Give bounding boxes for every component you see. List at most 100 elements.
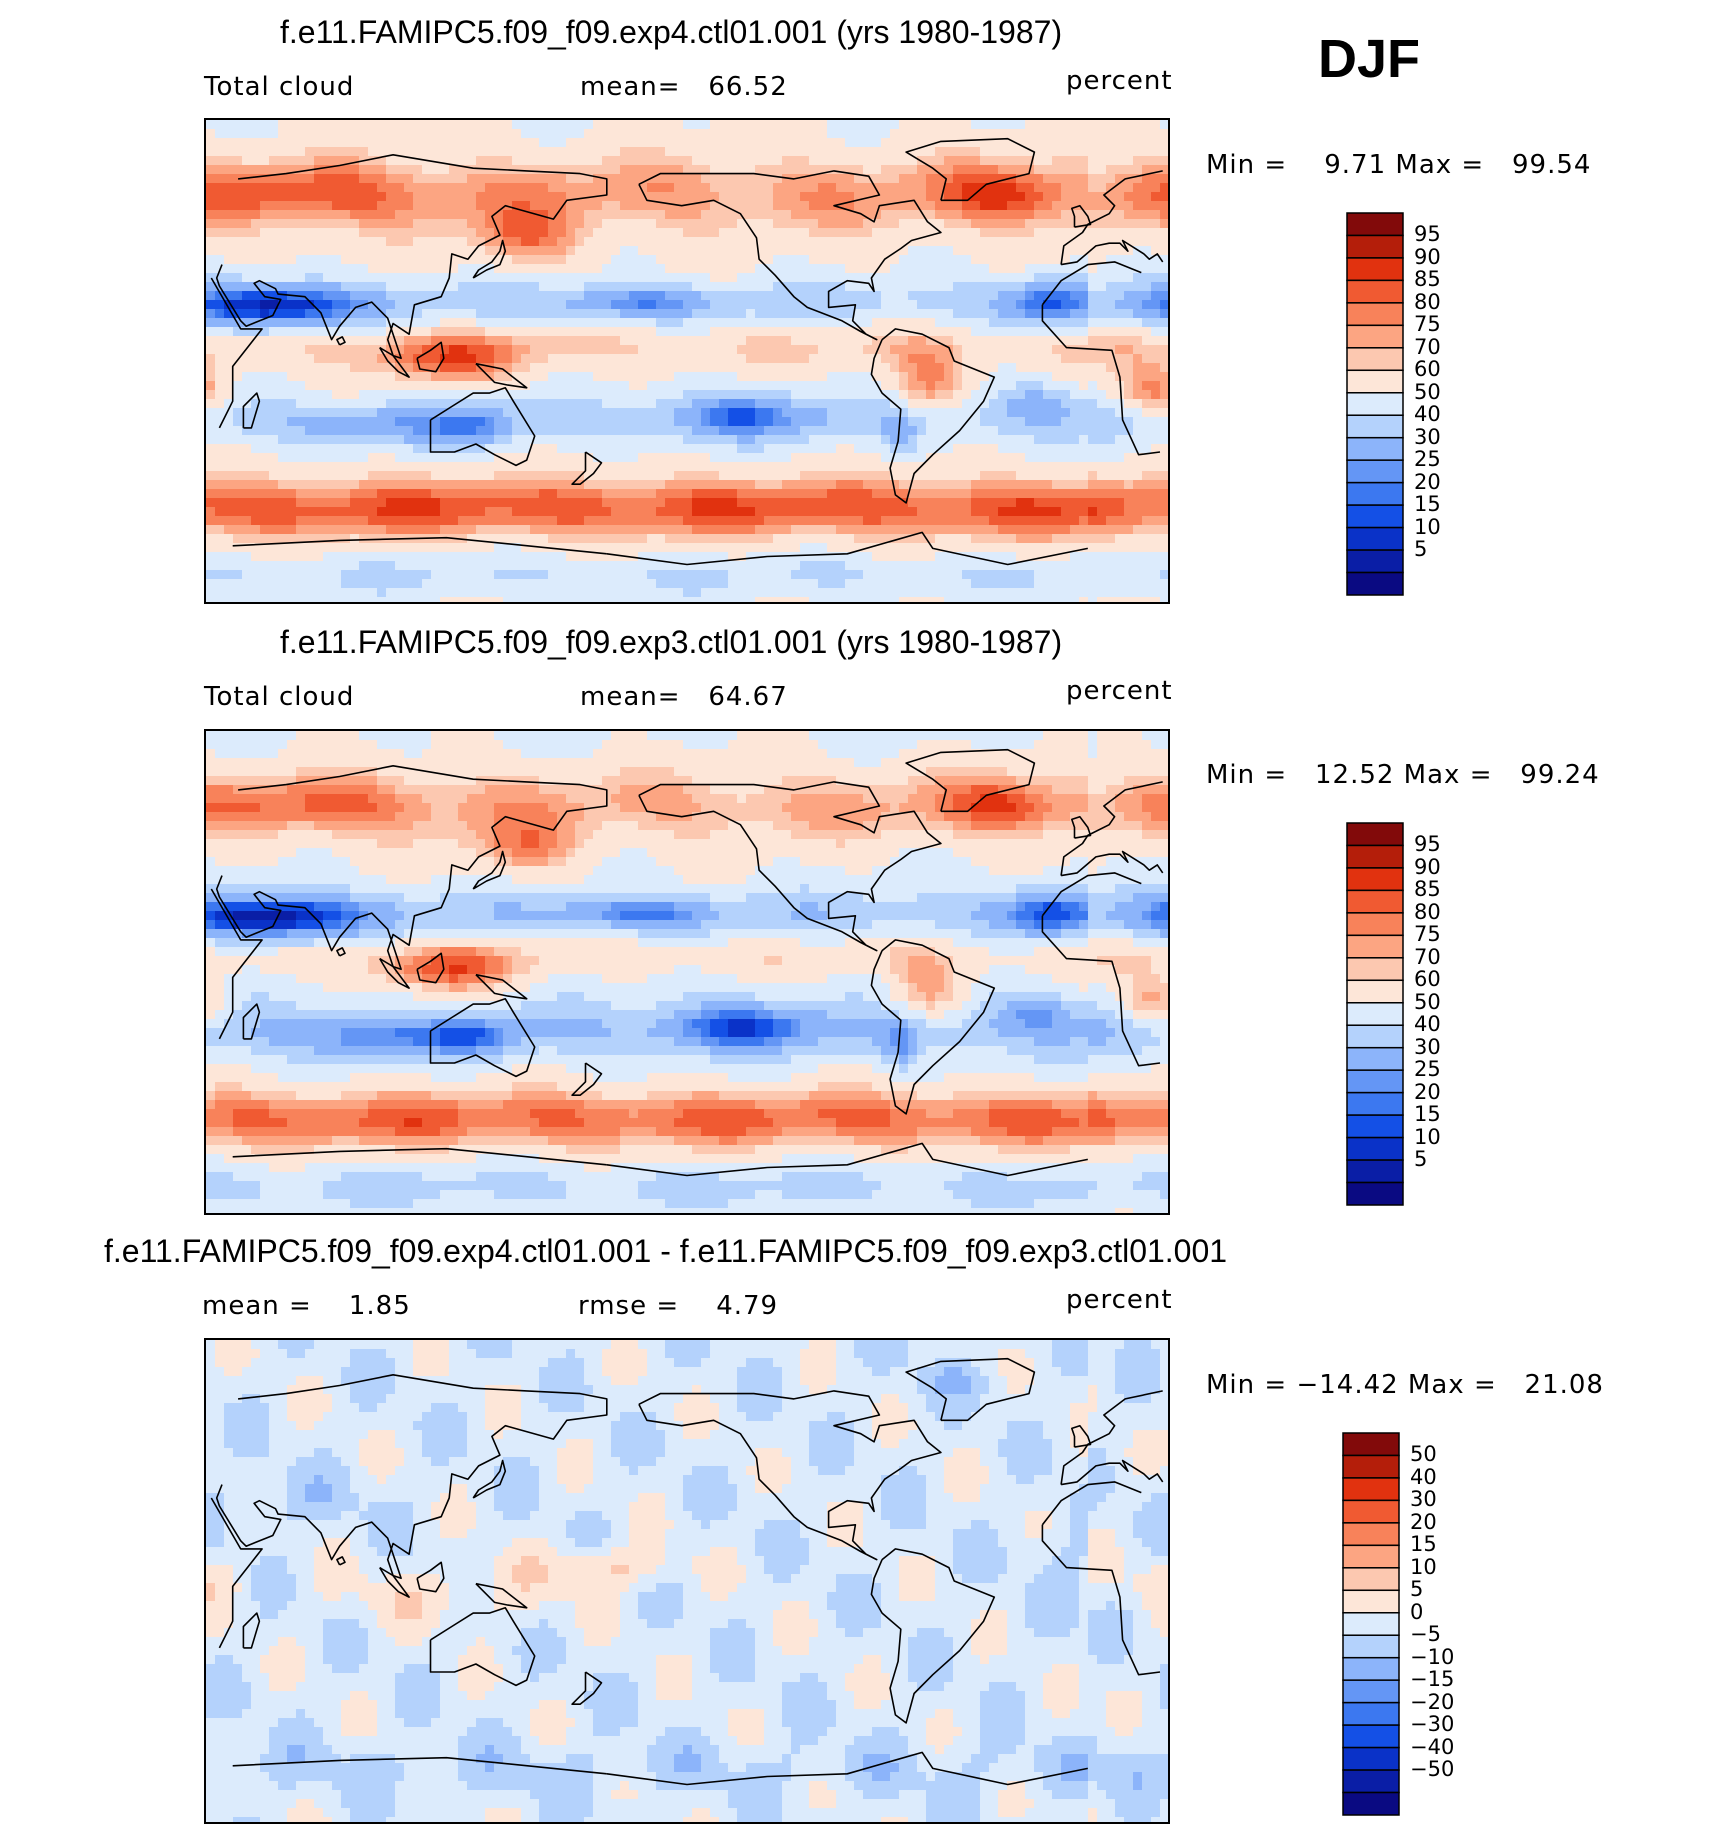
colorbar-swatch bbox=[1346, 257, 1404, 282]
coastlines bbox=[210, 748, 1164, 1177]
panel-3-difference-field bbox=[206, 1340, 1168, 1822]
panel-3-mean-label: mean = 1.85 bbox=[202, 1291, 411, 1321]
colorbar-tick-label: 25 bbox=[1414, 447, 1441, 472]
panel-2-variable-label: Total cloud bbox=[204, 682, 355, 712]
coastline bbox=[905, 748, 1036, 813]
coastline bbox=[606, 531, 1088, 566]
colorbar-tick-label: 90 bbox=[1414, 244, 1441, 269]
coastline bbox=[475, 362, 528, 389]
colorbar-swatch bbox=[1346, 571, 1404, 596]
colorbar-swatch bbox=[1346, 1002, 1404, 1026]
coastline bbox=[1060, 170, 1163, 265]
colorbar-tick-label: 5 bbox=[1414, 1147, 1428, 1172]
colorbar-tick-label: 50 bbox=[1410, 1442, 1437, 1467]
coastline bbox=[1060, 1459, 1164, 1486]
coastline bbox=[1041, 1524, 1161, 1676]
colorbar-swatch bbox=[1342, 1499, 1400, 1524]
coastline bbox=[475, 1582, 528, 1609]
coastline bbox=[215, 764, 608, 971]
colorbar-tick-label: −50 bbox=[1410, 1757, 1455, 1782]
coastline bbox=[571, 1062, 603, 1097]
colorbar-swatch bbox=[1346, 889, 1404, 914]
colorbar-swatch bbox=[1342, 1477, 1400, 1502]
coastline bbox=[1041, 1481, 1142, 1526]
colorbar-swatch bbox=[1346, 1046, 1404, 1071]
colorbar-swatch bbox=[1346, 436, 1404, 461]
coastline bbox=[1041, 261, 1142, 306]
coastline bbox=[905, 1357, 1036, 1422]
coastline bbox=[1060, 239, 1164, 266]
coastline bbox=[210, 1497, 263, 1649]
coastline bbox=[379, 346, 410, 378]
colorbar-swatch bbox=[1346, 1159, 1404, 1184]
colorbar-swatch bbox=[1346, 459, 1404, 484]
colorbar-swatch bbox=[1342, 1589, 1400, 1614]
colorbar-swatch bbox=[1346, 1024, 1404, 1049]
colorbar-swatch bbox=[1342, 1769, 1400, 1794]
colorbar-swatch bbox=[1342, 1432, 1400, 1457]
coastline bbox=[215, 1373, 608, 1580]
coastline bbox=[1060, 1390, 1163, 1485]
coastline bbox=[472, 239, 507, 279]
colorbar-swatch bbox=[1346, 1114, 1404, 1139]
colorbar-swatch bbox=[1342, 1454, 1400, 1479]
coastline bbox=[336, 336, 346, 346]
colorbar-tick-label: 20 bbox=[1414, 469, 1441, 494]
colorbar-tick-label: 75 bbox=[1414, 312, 1441, 337]
colorbar-tick-label: 90 bbox=[1414, 854, 1441, 879]
coastline bbox=[1060, 781, 1163, 876]
colorbar-graphic bbox=[1346, 212, 1404, 596]
coastline bbox=[429, 386, 536, 467]
coastline bbox=[1070, 815, 1092, 839]
panel-3-units-label: percent bbox=[1066, 1285, 1173, 1315]
colorbar-swatch bbox=[1346, 302, 1404, 327]
field-cells bbox=[206, 120, 1168, 602]
coastline bbox=[416, 341, 445, 373]
coastline bbox=[472, 850, 507, 890]
panel-2-units-label: percent bbox=[1066, 676, 1173, 706]
colorbar-tick-label: 30 bbox=[1414, 424, 1441, 449]
colorbar-tick-label: 85 bbox=[1414, 877, 1441, 902]
colorbar-tick-label: −5 bbox=[1410, 1622, 1441, 1647]
panel-3-map bbox=[204, 1338, 1170, 1824]
colorbar-tick-label: 40 bbox=[1410, 1464, 1437, 1489]
colorbar-swatch bbox=[1342, 1791, 1400, 1816]
colorbar-tick-label: 95 bbox=[1414, 832, 1441, 857]
colorbar-tick-label: 5 bbox=[1410, 1577, 1424, 1602]
colorbar-tick-label: 5 bbox=[1414, 537, 1428, 562]
colorbar-swatch bbox=[1346, 324, 1404, 349]
coastline bbox=[1070, 1424, 1092, 1448]
colorbar-swatch bbox=[1346, 822, 1404, 847]
colorbar-tick-label: 10 bbox=[1410, 1554, 1437, 1579]
colorbar-swatch bbox=[1346, 347, 1404, 372]
colorbar-swatch bbox=[1346, 369, 1404, 394]
coastline bbox=[429, 997, 536, 1078]
panel-3-minmax-label: Min = −14.42 Max = 21.08 bbox=[1206, 1370, 1604, 1400]
colorbar-tick-label: 0 bbox=[1410, 1599, 1424, 1624]
coastline bbox=[210, 277, 263, 429]
colorbar-tick-label: 40 bbox=[1414, 402, 1441, 427]
colorbar-swatch bbox=[1346, 957, 1404, 982]
panel-2-mean-label: mean= 64.67 bbox=[580, 682, 788, 712]
colorbar-tick-label: 30 bbox=[1410, 1487, 1437, 1512]
panel-1-map bbox=[204, 118, 1170, 604]
colorbar-swatch bbox=[1346, 392, 1404, 416]
coastline bbox=[416, 952, 445, 984]
panel-2-map bbox=[204, 729, 1170, 1215]
coastline bbox=[870, 939, 996, 1115]
panel-1-variable-label: Total cloud bbox=[204, 72, 355, 102]
panel-2-minmax-label: Min = 12.52 Max = 99.24 bbox=[1206, 760, 1600, 790]
colorbar-tick-label: 10 bbox=[1414, 514, 1441, 539]
colorbar-tick-label: −20 bbox=[1410, 1689, 1455, 1714]
coastline bbox=[336, 947, 346, 957]
coastline bbox=[379, 1566, 410, 1598]
colorbar-swatch bbox=[1342, 1612, 1400, 1636]
coastline bbox=[472, 1459, 507, 1499]
colorbar-swatch bbox=[1346, 414, 1404, 439]
panel-1-minmax-label: Min = 9.71 Max = 99.54 bbox=[1206, 150, 1592, 180]
coastline bbox=[638, 1390, 942, 1561]
colorbar-swatch bbox=[1346, 867, 1404, 892]
colorbar-tick-label: 20 bbox=[1414, 1079, 1441, 1104]
colorbar-tick-label: 95 bbox=[1414, 222, 1441, 247]
colorbar-swatch bbox=[1346, 504, 1404, 529]
